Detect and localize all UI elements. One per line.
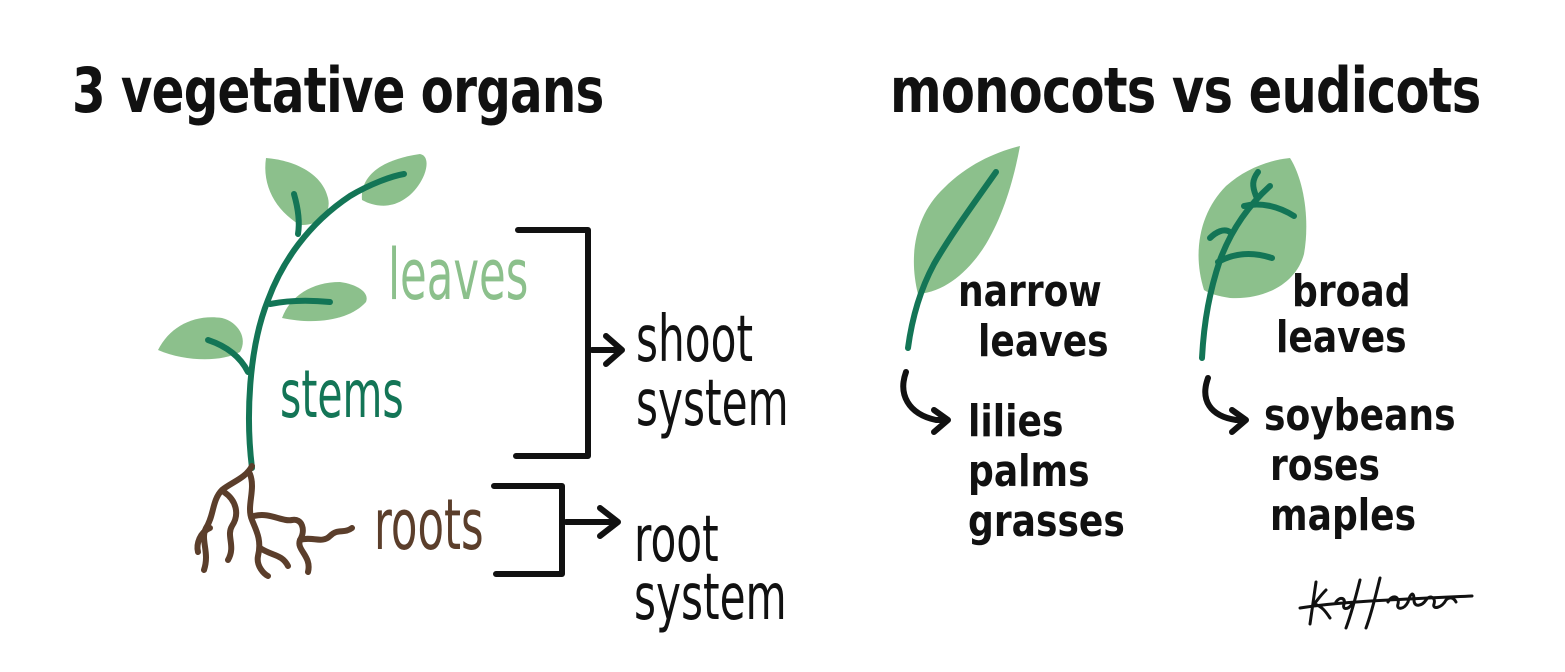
shoot-system-label-line-1: shoot — [636, 303, 754, 377]
author-signature — [1298, 576, 1474, 630]
shoot-system-label-line-2: system — [636, 367, 789, 441]
plant-stem-branch-top — [291, 191, 302, 237]
monocot-description-line-2: leaves — [978, 316, 1109, 367]
shoot-system-arrow — [589, 333, 625, 367]
eudicot-leaf-illustration — [1198, 158, 1307, 361]
monocot-leaf-illustration — [905, 146, 1020, 351]
plant-leaf-top-left — [265, 158, 329, 226]
monocot-description-line-1: narrow — [958, 266, 1102, 317]
right-title: monocots vs eudicots — [890, 54, 1481, 127]
plant-stem-branch-middle — [267, 297, 333, 307]
brackets-and-arrows — [491, 227, 625, 577]
eudicot-example-item: maples — [1270, 490, 1417, 541]
plant-stem-branch-lower — [205, 337, 251, 375]
plant-leaf-top-right — [361, 154, 427, 206]
stems-label: stems — [280, 356, 404, 433]
monocot-example-item: lilies — [968, 396, 1064, 447]
left-title: 3 vegetative organs — [72, 54, 604, 127]
plant-roots — [194, 463, 355, 579]
plant-stem — [246, 171, 407, 471]
root-system-bracket — [491, 483, 565, 577]
eudicot-example-item: soybeans — [1264, 390, 1456, 441]
roots-label: roots — [374, 484, 484, 566]
example-arrows — [900, 369, 1249, 435]
root-system-label-line-2: system — [634, 561, 787, 635]
monocot-example-item: palms — [968, 446, 1090, 497]
plant-illustration — [158, 154, 427, 579]
eudicot-description-line-1: broad — [1292, 266, 1411, 317]
eudicot-description-line-2: leaves — [1276, 312, 1407, 363]
monocot-example-item: grasses — [968, 496, 1125, 547]
eudicot-example-item: roses — [1270, 440, 1381, 491]
root-system-label-line-1: root — [634, 503, 719, 577]
eudicot-examples-arrow — [1202, 375, 1249, 435]
monocot-examples-arrow — [900, 369, 951, 435]
shoot-system-bracket — [513, 227, 591, 459]
leaves-label: leaves — [388, 234, 529, 316]
root-system-arrow — [563, 505, 621, 539]
